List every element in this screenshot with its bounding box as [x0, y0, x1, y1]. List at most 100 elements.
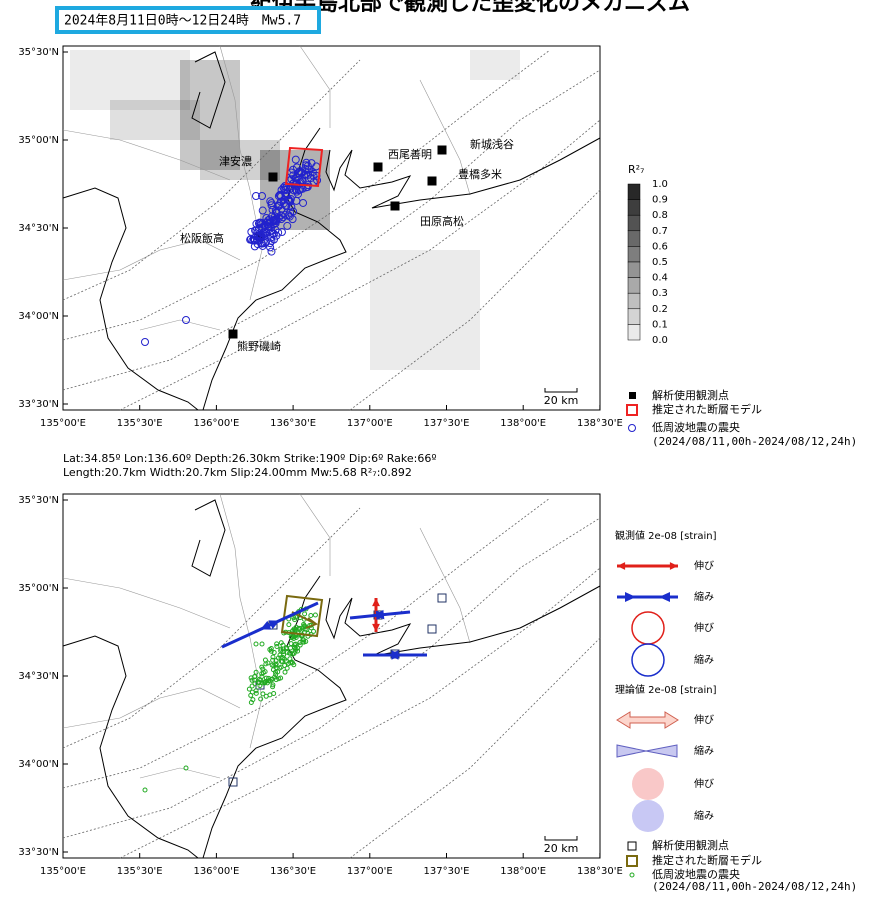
lfe-epicenter: [258, 239, 267, 248]
lfe-epicenter: [141, 338, 149, 346]
colorbar-cell: [627, 214, 641, 232]
station: [228, 329, 238, 339]
lfe-epicenter: [249, 677, 255, 683]
scale-label: 20 km: [544, 842, 579, 855]
lfe-epicenter: [278, 675, 284, 681]
colorbar-cell: [627, 308, 641, 325]
legend-extension-circle: [631, 611, 665, 645]
lfe-epicenter: [284, 211, 293, 220]
lfe-epicenter: [273, 661, 279, 667]
lfe-epicenter: [260, 691, 266, 697]
station-label: 松阪飯高: [180, 231, 224, 245]
lfe-epicenter: [142, 787, 148, 793]
r2-shade: [470, 50, 520, 80]
slip-arrow: [290, 169, 316, 185]
legend-station: [629, 392, 636, 399]
border: [299, 493, 331, 576]
lfe-epicenter: [288, 660, 294, 666]
lfe-epicenter: [262, 680, 268, 686]
lfe-epicenter: [287, 202, 296, 211]
lfe-epicenter: [297, 639, 303, 645]
lon-label: 135°00'E: [40, 418, 86, 429]
lfe-epicenter: [252, 681, 258, 687]
period-box: [55, 6, 321, 34]
legend-contraction-head: [625, 592, 636, 602]
lfe-epicenter: [295, 179, 304, 188]
lfe-epicenter: [281, 186, 290, 195]
lat-label: 34°00'N: [18, 311, 59, 322]
lfe-epicenter: [259, 671, 265, 677]
lfe-epicenter: [259, 641, 265, 647]
border: [219, 45, 263, 301]
map-frame: [62, 45, 601, 411]
lfe-epicenter: [293, 646, 299, 652]
lfe-epicenter: [273, 658, 279, 664]
contour: [349, 189, 601, 411]
lfe-epicenter: [267, 223, 276, 232]
lat-label: 33°30'N: [18, 847, 59, 858]
lfe-epicenter: [296, 625, 302, 631]
lon-label: 136°30'E: [270, 866, 316, 877]
r2-shade: [180, 60, 240, 170]
colorbar-cell: [627, 277, 641, 294]
lfe-epicenter: [274, 643, 280, 649]
legend-title: 観測値 2e-08 [strain]: [615, 529, 717, 542]
lfe-epicenter: [271, 212, 280, 221]
lfe-epicenter: [309, 171, 318, 180]
lfe-epicenter: [253, 669, 259, 675]
lfe-epicenter: [270, 654, 276, 660]
station-label: 豊橋多米: [458, 167, 502, 181]
colorbar-cell: [627, 324, 641, 341]
lfe-epicenter: [246, 235, 255, 244]
border: [139, 319, 221, 331]
lfe-epicenter: [274, 641, 280, 647]
lon-label: 136°30'E: [270, 418, 316, 429]
lfe-epicenter: [301, 165, 310, 174]
border: [419, 527, 471, 644]
contraction-head: [268, 620, 280, 630]
border: [62, 239, 241, 281]
legend-label: 縮み: [694, 590, 714, 603]
lfe-epicenter: [267, 647, 273, 653]
legend-label: 解析使用観測点: [652, 838, 729, 852]
legend-label: 伸び: [694, 714, 714, 726]
lfe-epicenter: [271, 216, 280, 225]
lfe-epicenter: [266, 243, 275, 252]
lfe-epicenter: [263, 675, 269, 681]
scale-bar: [544, 836, 578, 841]
lfe-epicenter: [272, 669, 278, 675]
station: [427, 624, 437, 634]
lfe-epicenter: [297, 642, 303, 648]
page-title: 紀伊半島北部で観測した歪変化のメカニズム: [250, 0, 690, 16]
lon-label: 136°00'E: [193, 418, 239, 429]
lfe-epicenter: [266, 197, 275, 206]
legend-label: 低周波地震の震央: [652, 421, 740, 434]
lon-label: 135°00'E: [40, 866, 86, 877]
border: [419, 79, 471, 196]
coastline: [325, 585, 601, 657]
lfe-epicenter: [266, 226, 275, 235]
colorbar-tick: 0.9: [652, 195, 668, 206]
border: [62, 129, 231, 181]
lfe-epicenter: [277, 215, 286, 224]
lfe-epicenter: [282, 202, 291, 211]
legend-extension-head: [617, 562, 626, 570]
lfe-epicenter: [277, 204, 286, 213]
colorbar-cell: [627, 261, 641, 278]
lfe-epicenter: [312, 612, 318, 618]
colorbar-cell: [627, 246, 641, 263]
lfe-epicenter: [286, 622, 292, 628]
contour: [349, 637, 601, 859]
lfe-epicenter: [308, 613, 314, 619]
lfe-epicenter: [246, 686, 252, 692]
station-label: 熊野磯崎: [237, 339, 281, 353]
lfe-epicenter: [253, 231, 262, 240]
r2-shade: [370, 250, 480, 370]
station: [390, 201, 400, 211]
lfe-epicenter: [281, 181, 290, 190]
map: 35°30'N 35°00'N 34°30'N 34°00'N 33°30'N 135°0…: [18, 45, 623, 429]
r2-shade: [110, 100, 200, 140]
border: [299, 45, 331, 128]
legend-label: (2024/08/11,00h-2024/08/12,24h): [652, 435, 857, 448]
map: 35°30'N 35°00'N 34°30'N 34°00'N 33°30'N 135°0…: [18, 493, 623, 877]
